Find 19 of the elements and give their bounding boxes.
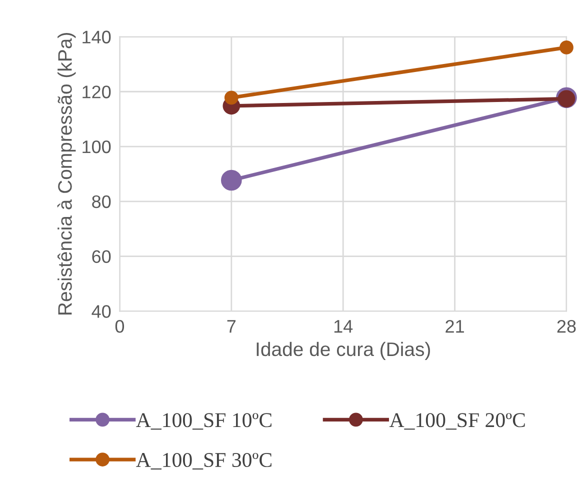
x-tick-label: 7	[227, 320, 236, 333]
legend-label: A_100_SF 20ºC	[389, 413, 525, 430]
x-tick-label: 14	[334, 320, 353, 333]
point	[560, 40, 574, 54]
legend-label: A_100_SF 30ºC	[136, 452, 272, 470]
y-tick-label: 60	[92, 250, 111, 263]
y-tick-label: 40	[92, 305, 111, 318]
legend-label: A_100_SF 10ºC	[136, 413, 272, 430]
x-tick-label: 0	[115, 320, 124, 333]
y-tick-label: 120	[82, 86, 111, 98]
y-tick-label: 140	[82, 30, 111, 44]
point	[220, 170, 242, 191]
y-tick-label: 100	[82, 140, 111, 154]
x-axis-title: Idade de cura (Dias)	[256, 342, 430, 360]
y-tick-label: 80	[92, 195, 111, 208]
x-tick-label: 21	[446, 320, 464, 333]
point	[224, 90, 238, 105]
y-axis-title: Resistência à Compressão (kPa)	[57, 33, 76, 314]
x-tick-label: 28	[557, 320, 576, 333]
